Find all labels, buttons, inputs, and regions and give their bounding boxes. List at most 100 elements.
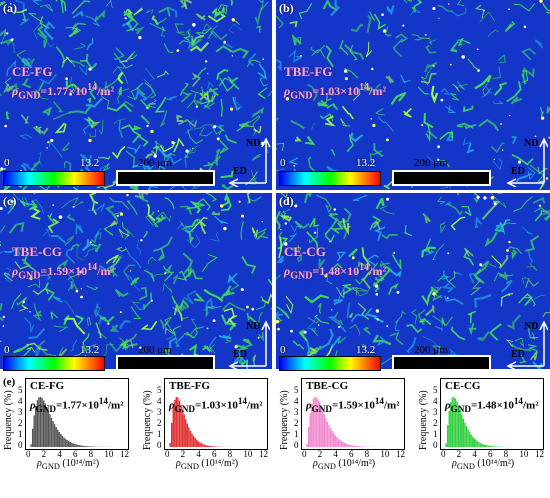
panel-label-e: (e) [3, 376, 16, 388]
histogram-bar [181, 409, 184, 447]
histogram-bar [317, 399, 319, 447]
histogram-bar [211, 446, 214, 447]
map-title-b: TBE-FG [284, 64, 333, 79]
histogram-bar [337, 438, 340, 447]
histogram-xtick: 10 [104, 449, 114, 459]
histogram-bar [199, 442, 201, 447]
colorbar-max-c: 13.2 [80, 344, 100, 356]
histogram-bar [42, 400, 45, 447]
histogram-bar [334, 435, 336, 447]
histogram-ytick: 5 [157, 385, 162, 396]
histogram-bar [347, 444, 349, 447]
histogram-ytick: 1 [18, 429, 23, 440]
histogram-bar [38, 397, 40, 447]
histogram-xlabel: ρGND (10¹⁴/m²) [313, 458, 376, 471]
histogram-ytick: 4 [18, 396, 23, 407]
histogram-bar [30, 444, 32, 447]
histogram-title: CE-FG [30, 380, 65, 392]
histogram-bar [175, 396, 178, 447]
histogram-xtick: 12 [120, 449, 129, 459]
histogram-xtick: 2 [180, 449, 186, 459]
histogram-bar [306, 443, 308, 447]
histogram-bar [325, 418, 327, 447]
map-panel-d [276, 193, 550, 369]
histogram-2: TBE-FG ρGND=1.03×1014/m² [164, 378, 268, 450]
histogram-plot-3 [306, 396, 398, 447]
histogram-ytick: 3 [294, 407, 299, 418]
histogram-bar [64, 438, 67, 447]
histogram-ytick: 3 [433, 407, 438, 418]
histogram-bar [320, 406, 322, 447]
histogram-bar [353, 445, 355, 447]
histogram-bar [361, 446, 363, 447]
histogram-xtick: 2 [317, 449, 323, 459]
histogram-bar [53, 424, 56, 447]
histogram-bar [75, 444, 78, 447]
panel-label-d: (d) [279, 194, 294, 208]
histogram-bar [197, 441, 199, 447]
histogram-bar [451, 397, 454, 447]
histogram-bar [88, 446, 90, 447]
histogram-xlabel: ρGND (10¹⁴/m²) [37, 458, 100, 471]
histogram-rho: ρGND=1.03×1014/m² [169, 396, 263, 414]
histogram-bar [486, 445, 488, 447]
histogram-bar [55, 427, 57, 447]
axis-ed-c: ED [233, 349, 247, 360]
histogram-bar [307, 427, 310, 447]
histogram-bar [36, 400, 39, 447]
histogram-ytick: 4 [294, 396, 299, 407]
histogram-xtick: 0 [302, 449, 307, 459]
histogram-bar [74, 443, 76, 447]
histogram-xtick: 12 [259, 449, 268, 459]
histogram-bar [172, 407, 174, 447]
histogram-rho: ρGND=1.48×1014/m² [445, 396, 539, 414]
histogram-xlabel: ρGND (10¹⁴/m²) [176, 458, 239, 471]
histogram-bar [35, 405, 37, 447]
axis-nd-b: ND [524, 138, 539, 149]
histogram-bar [85, 446, 87, 447]
histogram-bar [46, 406, 48, 447]
histogram-xtick: 4 [196, 449, 201, 459]
histogram-bar [78, 445, 81, 447]
histogram-bar [472, 436, 474, 447]
histogram-bar [52, 421, 54, 447]
histogram-ytick: 5 [18, 385, 23, 396]
histogram-bar [351, 445, 354, 447]
histogram-xtick: 6 [349, 449, 354, 459]
orientation-axes-d [506, 320, 548, 370]
histogram-1: CE-FG ρGND=1.77×1014/m² [25, 378, 129, 450]
colorbar-min-a: 0 [4, 157, 10, 169]
histogram-ylabel: Frequency (%) [279, 390, 290, 450]
axis-ed-d: ED [511, 349, 525, 360]
histogram-bar [177, 397, 179, 447]
histogram-bar [72, 443, 75, 447]
histogram-bar [318, 402, 321, 447]
scalebar-d [392, 355, 491, 371]
orientation-axes-c [228, 320, 270, 370]
histogram-ytick: 2 [18, 418, 23, 429]
histogram-bar [169, 443, 171, 447]
histogram-ytick: 1 [157, 429, 162, 440]
histogram-bar [180, 404, 182, 447]
histogram-bar [492, 446, 494, 447]
histogram-xtick: 0 [165, 449, 170, 459]
histogram-bar [456, 401, 458, 447]
histogram-bar [194, 438, 196, 447]
histogram-xtick: 6 [488, 449, 493, 459]
histogram-bar [69, 441, 71, 447]
histogram-xtick: 12 [396, 449, 405, 459]
histogram-bar [188, 427, 190, 447]
histogram-bar [459, 410, 461, 447]
histogram-plot-1 [30, 396, 125, 447]
histogram-bar [57, 429, 59, 447]
histogram-title: TBE-FG [169, 380, 210, 392]
histogram-bar [309, 413, 311, 447]
histogram-xlabel: ρGND (10¹⁴/m²) [452, 458, 515, 471]
scalebar-text-d: 200 μm [414, 344, 448, 356]
map-title-a: CE-FG [12, 64, 53, 79]
histogram-bar [340, 441, 343, 447]
colorbar-d [279, 356, 381, 371]
histogram-ytick: 3 [18, 407, 23, 418]
histogram-bar [315, 397, 318, 447]
histogram-xtick: 6 [212, 449, 217, 459]
